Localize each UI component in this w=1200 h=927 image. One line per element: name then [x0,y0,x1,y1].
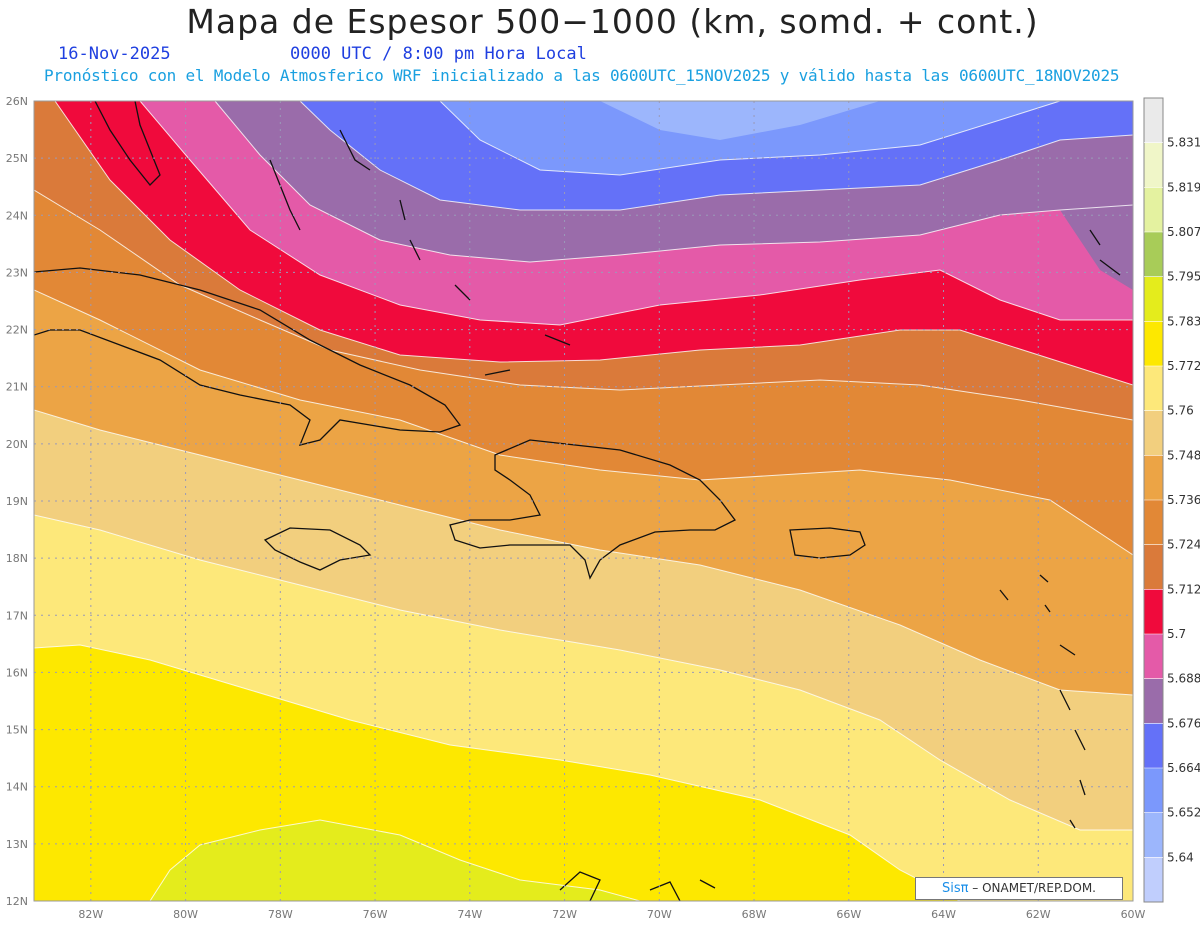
band-orange [34,190,1133,555]
lat-tick-label: 13N [6,838,28,851]
lon-tick-label: 78W [268,908,293,921]
colorbar-label: 5.64 [1167,850,1194,864]
colorbar-label: 5.712 [1167,582,1200,596]
lon-tick-label: 62W [1026,908,1051,921]
lat-tick-label: 25N [6,152,28,165]
colorbar-swatch [1144,812,1163,858]
coast-hispaniola [449,439,736,580]
credit-brand: Sisπ [941,881,969,896]
lon-tick-label: 80W [173,908,198,921]
colorbar-swatch [1144,232,1163,278]
lat-tick-label: 16N [6,666,28,679]
band-blue [300,101,1133,210]
lat-tick-label: 18N [6,552,28,565]
lat-tick-label: 20N [6,438,28,451]
lat-tick-label: 22N [6,324,28,337]
lon-tick-label: 72W [552,908,577,921]
lat-tick-label: 24N [6,209,28,222]
lon-tick-label: 82W [78,908,103,921]
colorbar-swatch [1144,276,1163,322]
lon-tick-label: 68W [742,908,767,921]
colorbar-swatch [1144,723,1163,769]
band-red [55,101,1133,385]
coast-south-america [559,871,716,901]
band-purple [215,101,1133,290]
colorbar-label: 5.724 [1167,538,1200,552]
coastlines [34,101,1121,901]
lat-tick-label: 12N [6,895,28,908]
coast-puerto-rico [789,527,866,559]
lat-tick-label: 19N [6,495,28,508]
lat-tick-label: 23N [6,266,28,279]
band-light-orange [34,290,1133,695]
colorbar-swatch [1144,678,1163,724]
colorbar-swatch [1144,589,1163,635]
coast-florida [94,101,161,186]
colorbar-swatch [1144,634,1163,680]
colorbar-label: 5.795 [1167,270,1200,284]
latitude-ticks: 12N 13N 14N 15N 16N 17N 18N 19N 20N 21N 22N 23N 24N 2… [6,95,28,908]
colorbar-label: 5.7 [1167,627,1186,641]
band-pink [140,101,1133,325]
colorbar-swatch [1144,455,1163,501]
colorbar-swatch [1144,187,1163,233]
lon-tick-label: 64W [931,908,956,921]
colorbar-label: 5.748 [1167,448,1200,462]
forecast-date: 16-Nov-2025 [58,44,171,64]
colorbar-swatch [1144,366,1163,412]
band-tan [34,410,1133,830]
lon-tick-label: 74W [457,908,482,921]
map-frame [33,100,1134,902]
colorbar-label: 5.676 [1167,716,1200,730]
colorbar-label: 5.783 [1167,314,1200,328]
band-pale-blue [600,101,880,140]
forecast-subtitle: Pronóstico con el Modelo Atmosferico WRF… [44,66,1120,85]
lon-tick-label: 66W [836,908,861,921]
contour-lines [34,101,1133,901]
colorbar-swatch [1144,321,1163,367]
lon-tick-label: 60W [1121,908,1146,921]
colorbar-label: 5.831 [1167,136,1200,150]
band-dark-orange [34,101,1133,420]
colorbar-swatch [1144,857,1163,903]
lat-tick-label: 26N [6,95,28,108]
colorbar-label: 5.772 [1167,359,1200,373]
colorbar-label: 5.807 [1167,225,1200,239]
credit-box: Sisπ – ONAMET/REP.DOM. [915,877,1123,900]
lat-tick-label: 17N [6,609,28,622]
coast-bahamas [269,129,571,376]
colorbar: 5.831 5.819 5.807 5.795 5.783 5.772 5.76 5.748 5… [1143,97,1200,903]
credit-text: – ONAMET/REP.DOM. [972,881,1096,895]
lat-tick-label: 21N [6,381,28,394]
band-light-yellow [34,515,1133,901]
colorbar-swatch [1144,500,1163,546]
lon-tick-label: 76W [363,908,388,921]
colorbar-label: 5.652 [1167,806,1200,820]
colorbar-swatch [1144,544,1163,590]
colorbar-label: 5.664 [1167,761,1200,775]
band-green-patch [150,820,640,901]
lon-tick-label: 70W [647,908,672,921]
coast-cuba [34,267,462,446]
colorbar-swatch [1144,142,1163,188]
colorbar-swatch [1144,98,1163,144]
colorbar-label: 5.819 [1167,180,1200,194]
colorbar-label: 5.688 [1167,672,1200,686]
colorbar-label: 5.76 [1167,404,1194,418]
forecast-time: 0000 UTC / 8:00 pm Hora Local [290,44,587,64]
colorbar-label: 5.736 [1167,493,1200,507]
coast-lesser-antilles [999,229,1121,829]
map-title: Mapa de Espesor 500−1000 (km, somd. + co… [186,2,1039,41]
band-light-blue [440,101,1060,175]
lat-tick-label: 14N [6,781,28,794]
colorbar-swatch [1144,768,1163,814]
lat-tick-label: 15N [6,724,28,737]
colorbar-swatch [1144,410,1163,456]
longitude-ticks: 82W 80W 78W 76W 74W 72W 70W 68W 66W 64W 62W 60W [78,908,1145,921]
coast-jamaica [263,527,372,571]
